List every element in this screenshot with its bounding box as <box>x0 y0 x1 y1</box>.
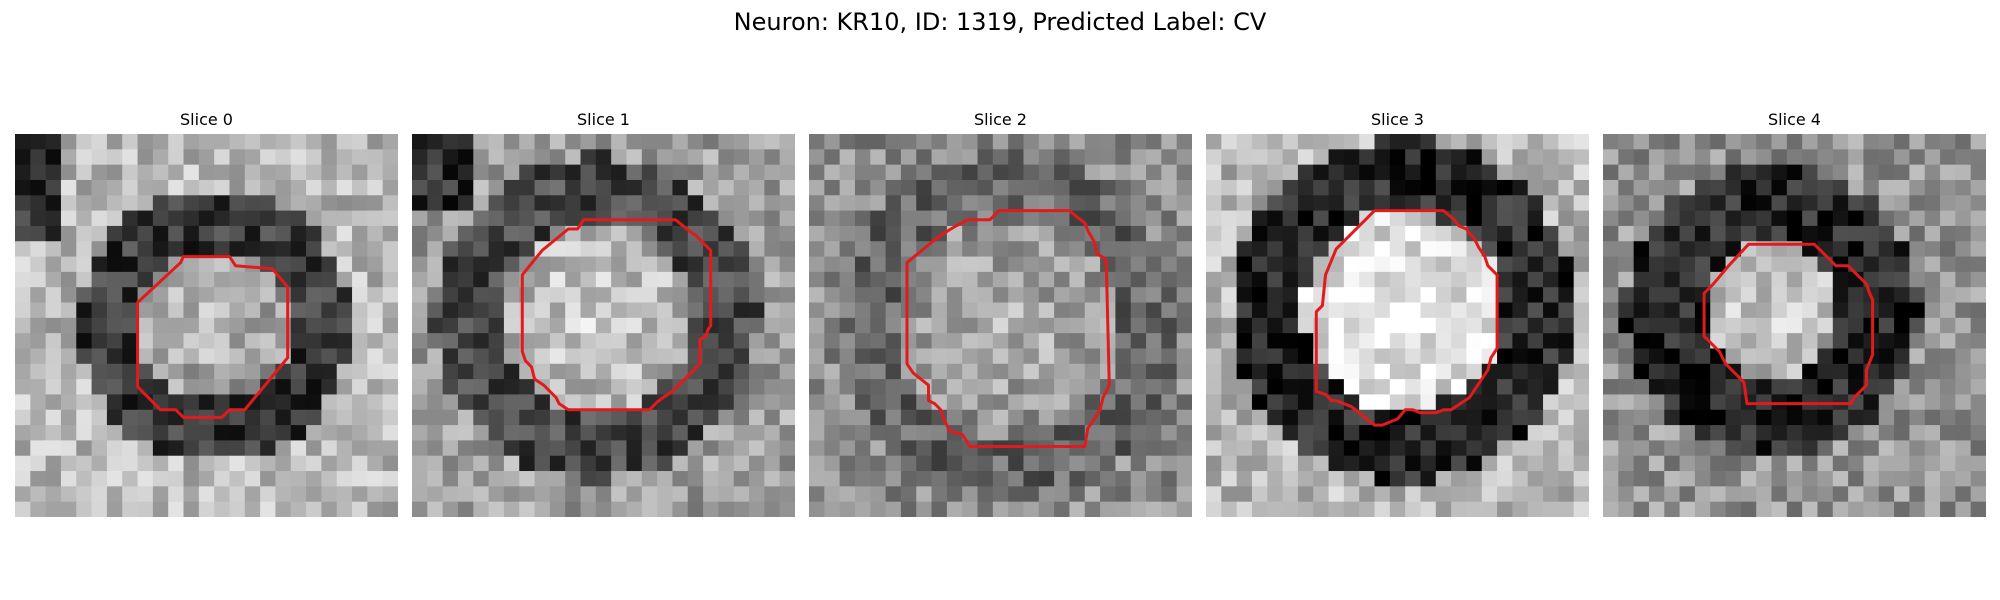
slice-panel-0: Slice 0 <box>15 107 398 520</box>
pixel-grid <box>809 134 1192 517</box>
roi-contour <box>520 218 713 412</box>
slice-panel-1: Slice 1 <box>412 107 795 520</box>
slice-title: Slice 3 <box>1371 110 1424 129</box>
figure-title: Neuron: KR10, ID: 1319, Predicted Label:… <box>733 8 1267 36</box>
pixel-grid <box>1603 134 1986 517</box>
pixel-grid <box>1206 134 1589 517</box>
slice-image-4 <box>1603 134 1986 517</box>
slice-image-2 <box>809 134 1192 517</box>
slice-title: Slice 2 <box>974 110 1027 129</box>
slice-panel-3: Slice 3 <box>1206 107 1589 520</box>
slice-title: Slice 0 <box>180 110 233 129</box>
slice-panel-2: Slice 2 <box>809 107 1192 520</box>
roi-contour <box>136 255 290 419</box>
roi-contour <box>1702 242 1875 406</box>
pixel-grid <box>412 134 795 517</box>
slice-panel-4: Slice 4 <box>1603 107 1986 520</box>
slice-image-3 <box>1206 134 1589 517</box>
slice-title: Slice 1 <box>577 110 630 129</box>
roi-contour <box>905 209 1111 448</box>
slice-image-1 <box>412 134 795 517</box>
slice-title: Slice 4 <box>1768 110 1821 129</box>
slice-image-0 <box>15 134 398 517</box>
roi-contour <box>1314 209 1499 427</box>
pixel-grid <box>15 134 398 517</box>
